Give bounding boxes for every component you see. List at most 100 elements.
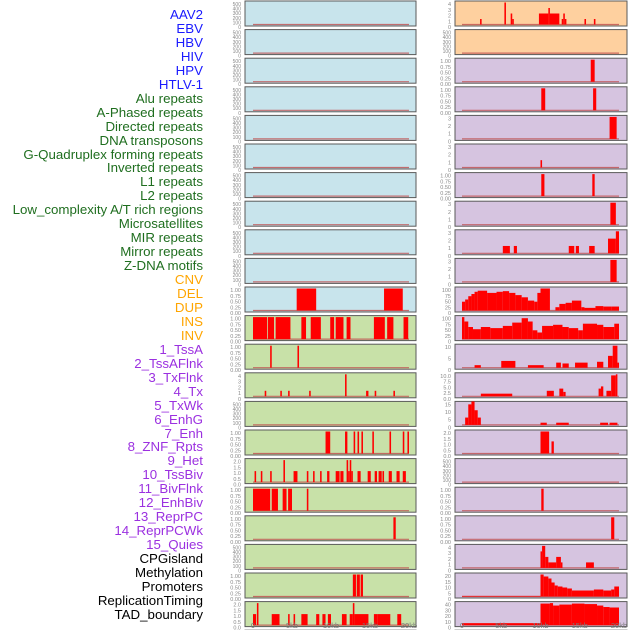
- y-tick-label: 30: [445, 608, 451, 614]
- y-tick-label: 0.75: [440, 179, 451, 185]
- y-tick-label: 0.75: [230, 494, 241, 500]
- signal-bar: [611, 589, 615, 597]
- signal-bar: [372, 431, 374, 454]
- track-label: 4_Tx: [173, 383, 203, 399]
- signal-bar: [471, 294, 475, 311]
- signal-bar: [301, 317, 307, 340]
- y-tick-label: 400: [233, 407, 242, 413]
- y-tick-label: 1.5: [233, 608, 241, 614]
- y-tick-label: 0.25: [230, 334, 241, 340]
- panel-background: [454, 143, 628, 170]
- y-tick-label: 200: [233, 273, 242, 279]
- track-label: HPV: [175, 62, 203, 78]
- signal-bar: [606, 390, 612, 397]
- track-label: ReplicationTiming: [97, 592, 203, 608]
- y-tick-label: 0.75: [440, 523, 451, 529]
- panel-background: [454, 86, 628, 113]
- signal-bar: [502, 325, 513, 340]
- signal-bar: [609, 422, 618, 425]
- y-tick-label: 5.0: [443, 385, 451, 391]
- y-tick-label: 1.5: [233, 465, 241, 471]
- panel-background: [244, 343, 417, 370]
- track-label: Inverted repeats: [106, 160, 203, 176]
- panel-background: [244, 543, 417, 570]
- y-tick-label: 0.0: [443, 454, 451, 460]
- signal-bar: [501, 360, 516, 368]
- signal-bar: [345, 374, 347, 397]
- y-tick-label: 4: [448, 2, 451, 8]
- y-tick-label: 25: [445, 305, 451, 311]
- signal-bar: [575, 362, 588, 368]
- y-tick-label: 0.50: [440, 71, 451, 77]
- track-label: A-Phased repeats: [96, 104, 203, 120]
- y-tick-label: 1.00: [440, 488, 451, 494]
- signal-bar: [378, 471, 382, 483]
- y-tick-label: 1.00: [440, 174, 451, 180]
- y-tick-label: 100: [443, 49, 452, 55]
- signal-bar: [556, 422, 569, 425]
- track-label: Mirror repeats: [120, 244, 203, 260]
- signal-bar: [352, 603, 355, 626]
- signal-bar: [575, 245, 579, 254]
- y-tick-label: 0.75: [230, 580, 241, 586]
- x-tick-label: 0: [460, 621, 464, 630]
- signal-bar: [571, 590, 594, 597]
- signal-bar: [556, 362, 561, 368]
- y-tick-label: 400: [233, 35, 242, 41]
- signal-bar: [592, 174, 595, 197]
- signal-bar: [349, 614, 353, 626]
- signal-bar: [502, 291, 510, 311]
- track-label: Low_complexity A/T rich regions: [12, 202, 203, 218]
- y-tick-label: 0.50: [440, 99, 451, 105]
- track-panel: 10 5 0: [445, 343, 628, 374]
- y-tick-label: 0.00: [230, 368, 241, 374]
- x-tick-label: 0: [251, 621, 255, 630]
- signal-bar: [264, 390, 267, 397]
- signal-bar: [603, 306, 612, 311]
- panel-background: [244, 86, 417, 113]
- track-panel: 1.000.750.500.250.00: [230, 486, 417, 517]
- signal-bar: [559, 303, 566, 311]
- signal-bar: [581, 307, 585, 311]
- y-tick-label: 1: [448, 563, 451, 569]
- signal-bar: [590, 59, 595, 82]
- y-tick-label: 300: [443, 469, 452, 475]
- signal-bar: [361, 431, 363, 454]
- track-label: EBV: [176, 20, 203, 36]
- panel-background: [244, 229, 417, 256]
- y-tick-label: 300: [233, 211, 242, 217]
- track-label: 9_Het: [167, 453, 203, 469]
- y-tick-label: 10.0: [440, 374, 451, 380]
- signal-bar: [561, 19, 564, 25]
- panel-background: [244, 515, 417, 542]
- y-tick-label: 300: [233, 412, 242, 418]
- signal-bar: [611, 517, 615, 540]
- signal-bar: [301, 614, 308, 626]
- y-tick-label: 40: [445, 603, 451, 609]
- signal-bar: [548, 562, 557, 568]
- track-label: MIR repeats: [130, 230, 203, 246]
- y-tick-label: 500: [233, 88, 242, 94]
- signal-bar: [377, 614, 391, 626]
- y-tick-label: 0.00: [230, 454, 241, 460]
- signal-bar: [603, 607, 610, 626]
- signal-bar: [540, 288, 550, 311]
- panel-background: [244, 114, 417, 141]
- y-tick-label: 50: [445, 300, 451, 306]
- signal-bar: [313, 471, 315, 483]
- y-tick-label: 0.00: [440, 197, 451, 203]
- signal-bar: [474, 410, 478, 425]
- y-tick-label: 5: [448, 418, 451, 424]
- y-tick-label: 300: [443, 40, 452, 46]
- y-tick-label: 0.00: [230, 540, 241, 546]
- signal-bar: [341, 614, 347, 626]
- signal-bar: [597, 605, 604, 626]
- y-tick-label: 2.0: [443, 431, 451, 437]
- panel-background: [454, 229, 628, 256]
